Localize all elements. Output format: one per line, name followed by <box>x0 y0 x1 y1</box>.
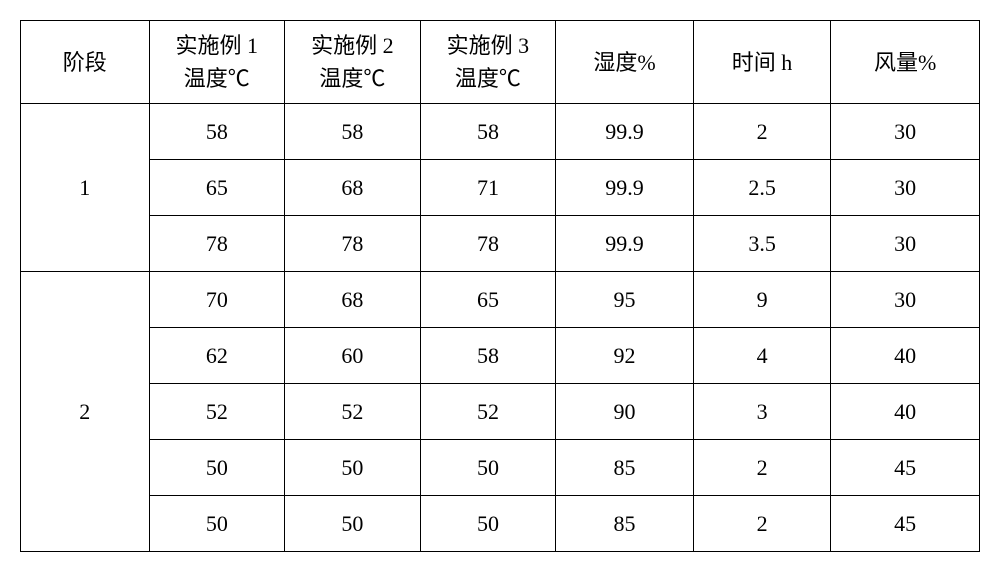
stage-cell: 1 <box>21 104 150 272</box>
cell: 30 <box>831 160 980 216</box>
col-header-humidity: 湿度% <box>556 21 694 104</box>
col-header-wind: 风量% <box>831 21 980 104</box>
header-text: 风量% <box>874 50 936 75</box>
cell: 78 <box>149 216 285 272</box>
cell: 2 <box>693 496 831 552</box>
stage-cell: 2 <box>21 272 150 552</box>
table-row: 52 52 52 90 3 40 <box>21 384 980 440</box>
cell: 78 <box>285 216 421 272</box>
cell: 40 <box>831 384 980 440</box>
table-row: 2 70 68 65 95 9 30 <box>21 272 980 328</box>
table-row: 62 60 58 92 4 40 <box>21 328 980 384</box>
col-header-stage: 阶段 <box>21 21 150 104</box>
cell: 30 <box>831 272 980 328</box>
cell: 90 <box>556 384 694 440</box>
cell: 58 <box>420 104 556 160</box>
data-table: 阶段 实施例 1 温度℃ 实施例 2 温度℃ 实施例 3 温度℃ 湿度% 时间 … <box>20 20 980 552</box>
col-header-time: 时间 h <box>693 21 831 104</box>
cell: 3.5 <box>693 216 831 272</box>
cell: 45 <box>831 440 980 496</box>
cell: 52 <box>420 384 556 440</box>
cell: 65 <box>420 272 556 328</box>
header-row: 阶段 实施例 1 温度℃ 实施例 2 温度℃ 实施例 3 温度℃ 湿度% 时间 … <box>21 21 980 104</box>
cell: 58 <box>285 104 421 160</box>
cell: 85 <box>556 440 694 496</box>
cell: 2 <box>693 440 831 496</box>
cell: 68 <box>285 272 421 328</box>
col-header-ex2: 实施例 2 温度℃ <box>285 21 421 104</box>
cell: 50 <box>149 496 285 552</box>
cell: 3 <box>693 384 831 440</box>
cell: 58 <box>420 328 556 384</box>
cell: 50 <box>149 440 285 496</box>
cell: 71 <box>420 160 556 216</box>
cell: 30 <box>831 216 980 272</box>
cell: 4 <box>693 328 831 384</box>
cell: 78 <box>420 216 556 272</box>
col-header-ex3: 实施例 3 温度℃ <box>420 21 556 104</box>
table-row: 78 78 78 99.9 3.5 30 <box>21 216 980 272</box>
header-text: 温度℃ <box>184 66 250 91</box>
cell: 58 <box>149 104 285 160</box>
cell: 99.9 <box>556 160 694 216</box>
header-text: 实施例 1 <box>176 33 259 58</box>
cell: 9 <box>693 272 831 328</box>
cell: 50 <box>285 440 421 496</box>
cell: 52 <box>149 384 285 440</box>
table-row: 50 50 50 85 2 45 <box>21 496 980 552</box>
cell: 30 <box>831 104 980 160</box>
cell: 50 <box>285 496 421 552</box>
header-text: 阶段 <box>63 50 107 75</box>
cell: 2 <box>693 104 831 160</box>
cell: 60 <box>285 328 421 384</box>
cell: 68 <box>285 160 421 216</box>
cell: 50 <box>420 440 556 496</box>
cell: 2.5 <box>693 160 831 216</box>
header-text: 湿度% <box>593 50 655 75</box>
cell: 92 <box>556 328 694 384</box>
cell: 99.9 <box>556 104 694 160</box>
header-text: 实施例 3 <box>447 33 530 58</box>
cell: 45 <box>831 496 980 552</box>
header-text: 实施例 2 <box>311 33 394 58</box>
cell: 40 <box>831 328 980 384</box>
table-row: 50 50 50 85 2 45 <box>21 440 980 496</box>
cell: 50 <box>420 496 556 552</box>
cell: 85 <box>556 496 694 552</box>
header-text: 温度℃ <box>455 66 521 91</box>
cell: 65 <box>149 160 285 216</box>
cell: 99.9 <box>556 216 694 272</box>
cell: 62 <box>149 328 285 384</box>
header-text: 时间 h <box>732 50 793 75</box>
table-row: 65 68 71 99.9 2.5 30 <box>21 160 980 216</box>
header-text: 温度℃ <box>319 66 385 91</box>
cell: 52 <box>285 384 421 440</box>
col-header-ex1: 实施例 1 温度℃ <box>149 21 285 104</box>
cell: 70 <box>149 272 285 328</box>
cell: 95 <box>556 272 694 328</box>
table-row: 1 58 58 58 99.9 2 30 <box>21 104 980 160</box>
